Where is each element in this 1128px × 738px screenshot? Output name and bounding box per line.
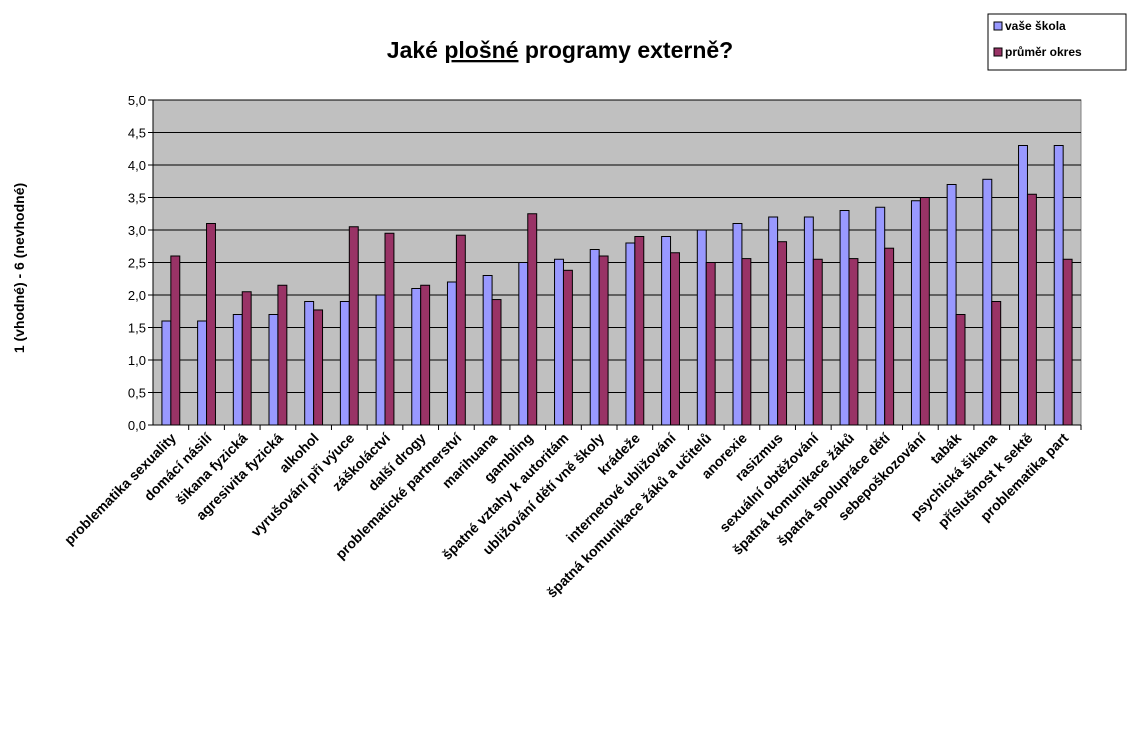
bar-school — [589, 249, 600, 426]
bar-district — [313, 309, 324, 426]
bar-district — [206, 223, 216, 426]
title-underlined-word: plošné — [444, 37, 518, 63]
y-tick-label: 1,0 — [128, 353, 146, 368]
bar-district — [848, 258, 859, 426]
bar-school — [554, 258, 564, 426]
bar-school — [803, 216, 814, 426]
bar-district — [705, 262, 716, 426]
y-tick-label: 1,5 — [128, 321, 146, 336]
bar-district — [170, 255, 181, 426]
y-tick-label: 2,5 — [128, 256, 146, 271]
y-tick-label: 2,0 — [128, 288, 146, 303]
legend-swatch — [993, 47, 1003, 57]
bar-district — [1062, 258, 1073, 426]
bar-district — [777, 241, 788, 426]
bar-district — [1026, 193, 1037, 426]
bar-district — [812, 258, 823, 426]
bar-district — [634, 236, 645, 426]
bar-school — [518, 262, 529, 426]
y-axis-label: 1 (vhodné) - 6 (nevhodné) — [11, 183, 27, 353]
bar-school — [197, 320, 208, 426]
bar-school — [268, 314, 279, 426]
bar-district — [991, 301, 1002, 426]
bar-school — [446, 281, 457, 426]
legend-swatch — [993, 21, 1003, 31]
bar-district — [884, 247, 895, 426]
bar-school — [696, 229, 707, 426]
bar-school — [732, 223, 743, 426]
bar-school — [1018, 145, 1028, 426]
bar-district — [562, 269, 573, 426]
bar-school — [411, 288, 422, 426]
y-tick-label: 5,0 — [128, 93, 146, 108]
bar-school — [910, 200, 921, 426]
bar-district — [241, 291, 252, 426]
legend-label: průměr okres — [1005, 45, 1082, 59]
bar-school — [232, 314, 243, 426]
bar-school — [304, 301, 315, 426]
y-tick-label: 0,5 — [128, 386, 146, 401]
bar-district — [348, 226, 359, 426]
bar-school — [839, 210, 850, 426]
bar-school — [375, 294, 386, 426]
bar-school — [625, 242, 636, 426]
bar-school — [946, 184, 957, 426]
bar-school — [982, 178, 993, 426]
y-tick-label: 3,0 — [128, 223, 146, 238]
bar-district — [741, 258, 752, 426]
y-tick-label: 0,0 — [128, 418, 146, 433]
legend: vaše škola průměr okres — [987, 13, 1127, 71]
bar-school — [482, 275, 493, 426]
bar-district — [527, 213, 538, 426]
plot-area: 0,00,51,01,52,02,53,03,54,04,55,0problem… — [61, 93, 1082, 601]
bar-district — [491, 299, 502, 426]
bar-district — [670, 252, 680, 426]
bar-district — [455, 234, 466, 426]
y-tick-label: 4,5 — [128, 126, 146, 141]
bar-school — [768, 216, 779, 426]
bar-school — [339, 301, 350, 426]
y-tick-label: 3,5 — [128, 191, 146, 206]
bar-district — [598, 255, 609, 426]
bar-district — [384, 232, 395, 426]
bar-school — [161, 320, 172, 426]
bar-district — [277, 284, 288, 426]
bar-district — [420, 284, 431, 426]
chart-title: Jaké plošné programy externě? — [387, 37, 733, 63]
bar-school — [875, 206, 886, 426]
bar-school — [661, 236, 672, 426]
legend-box — [987, 13, 1127, 71]
y-tick-label: 4,0 — [128, 158, 146, 173]
bar-district — [919, 197, 930, 426]
bar-school — [1053, 145, 1064, 426]
legend-label: vaše škola — [1005, 19, 1066, 33]
bar-district — [955, 314, 966, 426]
